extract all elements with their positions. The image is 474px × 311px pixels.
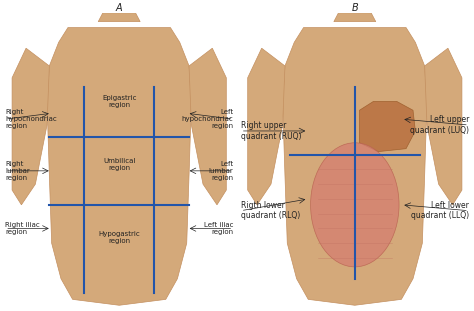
Text: Left lower
quadrant (LLQ): Left lower quadrant (LLQ): [411, 201, 469, 220]
Text: Left
hypochondriac
region: Left hypochondriac region: [182, 109, 233, 129]
Polygon shape: [283, 28, 427, 305]
Text: Umbilical
region: Umbilical region: [103, 158, 136, 171]
Text: Right
lumbar
region: Right lumbar region: [5, 161, 30, 181]
Text: Left iliac
region: Left iliac region: [204, 222, 233, 235]
Polygon shape: [98, 13, 140, 22]
Text: Right upper
quadrant (RUQ): Right upper quadrant (RUQ): [241, 121, 301, 141]
Text: Rigth lower
quadrant (RLQ): Rigth lower quadrant (RLQ): [241, 201, 300, 220]
Polygon shape: [12, 48, 49, 205]
Text: Hypogastric
region: Hypogastric region: [98, 231, 140, 244]
Polygon shape: [189, 48, 226, 205]
Polygon shape: [334, 13, 376, 22]
Polygon shape: [425, 48, 462, 205]
Ellipse shape: [310, 143, 399, 267]
Polygon shape: [248, 48, 285, 205]
Text: Right
hypochondriac
region: Right hypochondriac region: [5, 109, 57, 129]
Text: Left upper
quadrant (LUQ): Left upper quadrant (LUQ): [410, 115, 469, 135]
Text: Left
lumbar
region: Left lumbar region: [209, 161, 233, 181]
Polygon shape: [359, 101, 415, 152]
Text: A: A: [116, 3, 122, 13]
Polygon shape: [47, 28, 191, 305]
Text: Epigastric
region: Epigastric region: [102, 95, 137, 108]
Text: Right iliac
region: Right iliac region: [5, 222, 40, 235]
Text: B: B: [351, 3, 358, 13]
